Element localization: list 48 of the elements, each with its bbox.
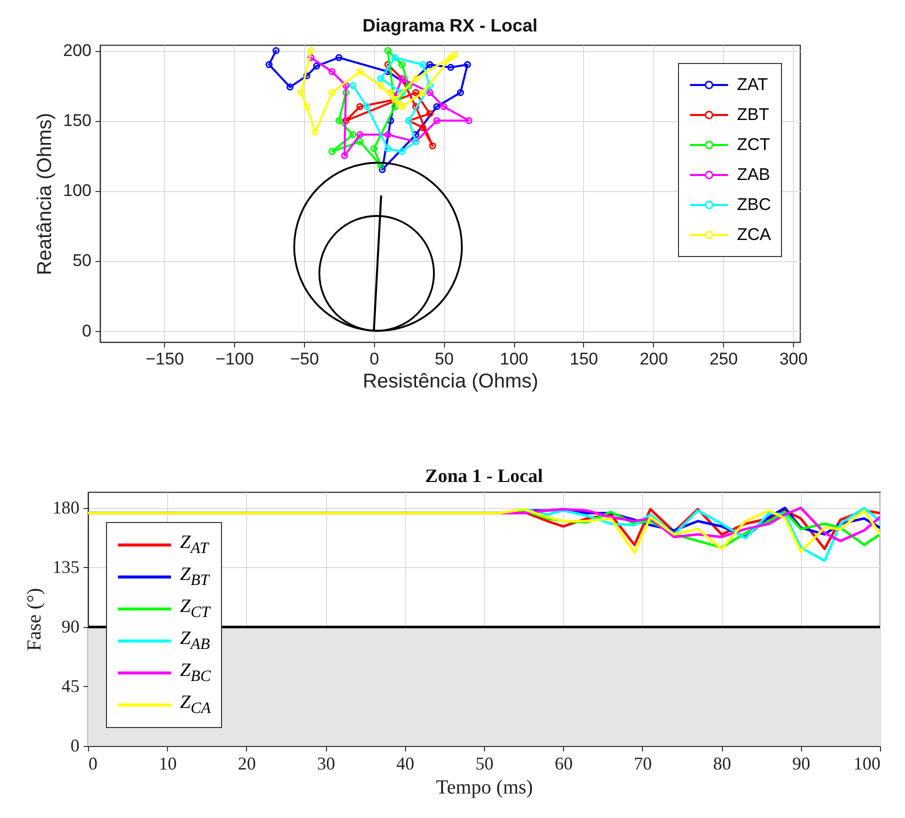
y-axis-title: Reatância (Ohms) [34,112,56,276]
x-tick-label: 80 [713,754,732,774]
x-tick-label: 10 [158,754,177,774]
x-tick-label: 200 [640,350,668,368]
y-tick-label: 180 [52,497,80,518]
y-tick-label: 0 [82,321,92,340]
legend-label: ZBC [737,195,771,215]
x-tick-label: 150 [570,350,598,368]
legend-label: Z$_{AB}$ [180,628,210,654]
y-tick-label: 50 [72,251,92,270]
x-tick-label: 50 [476,754,494,774]
y-tick-label: 100 [63,181,92,200]
x-axis-title: Tempo (ms) [436,776,533,798]
x-tick-label: −150 [146,350,184,368]
x-axis-title: Resistência (Ohms) [362,370,538,392]
x-tick-label: 60 [554,754,573,774]
x-tick-label: 300 [779,350,808,368]
chart-title: Zona 1 - Local [425,466,543,487]
x-tick-label: −50 [290,350,319,368]
x-tick-label: 0 [370,350,380,368]
legend-label: Z$_{AT}$ [180,532,208,558]
y-tick-label: 200 [63,41,92,60]
y-tick-label: 45 [62,676,80,696]
legend-label: ZAB [737,165,770,185]
x-tick-label: 20 [238,754,256,774]
x-tick-label: 250 [709,350,738,368]
x-tick-label: 30 [317,754,336,774]
y-tick-label: 90 [62,616,80,636]
legend-label: Z$_{BT}$ [180,564,210,590]
legend-label: ZBT [737,105,770,125]
legend-label: ZCT [737,135,770,155]
legend-label: Z$_{CT}$ [180,596,210,622]
x-tick-label: 90 [792,754,810,774]
legend-label: ZAT [737,75,768,95]
legend-label: Z$_{BC}$ [180,660,211,686]
y-tick-label: 135 [52,556,80,577]
x-tick-label: 50 [434,350,454,368]
legend-label: Z$_{CA}$ [180,692,211,718]
x-tick-label: 70 [634,754,652,774]
y-tick-label: 0 [70,736,80,756]
legend-label: ZCA [737,225,771,245]
chart-title: Diagrama RX - Local [362,16,538,36]
y-tick-label: 150 [63,111,92,130]
y-axis-title: Fase (°) [24,588,46,651]
x-tick-label: 100 [854,754,880,774]
x-tick-label: 40 [396,754,414,774]
x-tick-label: −100 [215,350,254,368]
x-tick-label: 100 [500,350,528,368]
